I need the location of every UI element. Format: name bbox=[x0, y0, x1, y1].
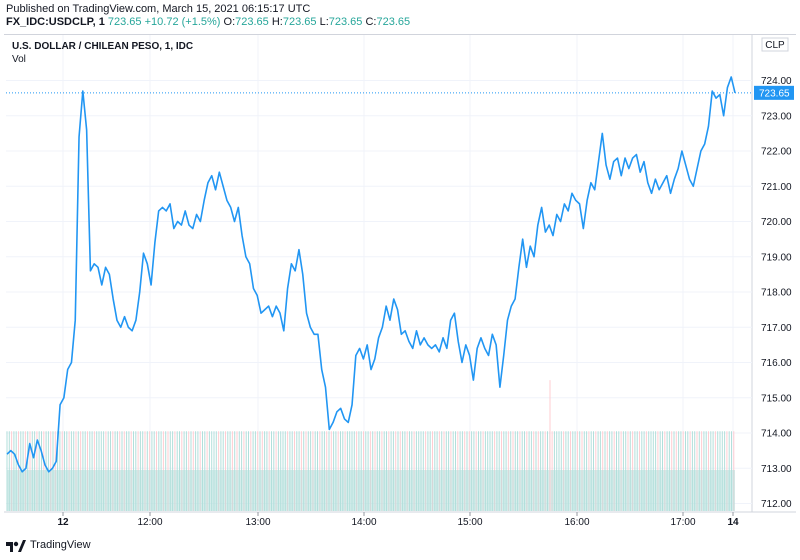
volume-label: Vol bbox=[12, 54, 26, 65]
pane-title: U.S. DOLLAR / CHILEAN PESO, 1, IDC bbox=[12, 41, 194, 52]
y-tick-label: 716.00 bbox=[761, 358, 792, 369]
x-tick-label: 14:00 bbox=[351, 517, 376, 528]
last-price-label: 723.65 bbox=[759, 88, 790, 99]
y-tick-label: 718.00 bbox=[761, 288, 792, 299]
y-tick-label: 715.00 bbox=[761, 393, 792, 404]
y-tick-label: 721.00 bbox=[761, 182, 792, 193]
ohlc-readout: FX_IDC:USDCLP, 1 723.65 +10.72 (+1.5%) O… bbox=[6, 16, 410, 28]
low-value: 723.65 bbox=[328, 16, 363, 28]
currency-label: CLP bbox=[765, 40, 785, 51]
y-tick-label: 720.00 bbox=[761, 217, 792, 228]
currency-box bbox=[761, 37, 789, 52]
price-line bbox=[6, 76, 736, 473]
open-label: O: bbox=[223, 16, 236, 28]
y-tick-label: 723.00 bbox=[761, 111, 792, 122]
chart-frame bbox=[4, 34, 796, 513]
y-tick-label: 724.00 bbox=[761, 76, 792, 87]
tradingview-logo: TradingView bbox=[6, 538, 91, 552]
footer-brand: TradingView bbox=[30, 539, 91, 551]
x-tick-label: 15:00 bbox=[457, 517, 482, 528]
x-tick-label: 12 bbox=[57, 517, 69, 528]
high-value: 723.65 bbox=[282, 16, 317, 28]
price-change: +10.72 (+1.5%) bbox=[144, 16, 221, 28]
y-tick-label: 717.00 bbox=[761, 323, 792, 334]
close-value: 723.65 bbox=[376, 16, 411, 28]
x-tick-label: 13:00 bbox=[245, 517, 270, 528]
y-tick-label: 712.00 bbox=[761, 499, 792, 510]
x-tick-label: 12:00 bbox=[137, 517, 162, 528]
tradingview-icon bbox=[6, 540, 26, 552]
y-tick-label: 713.00 bbox=[761, 464, 792, 475]
x-tick-label: 17:00 bbox=[670, 517, 695, 528]
high-label: H: bbox=[271, 16, 283, 28]
x-tick-label: 16:00 bbox=[564, 517, 589, 528]
y-tick-label: 722.00 bbox=[761, 147, 792, 158]
published-text: Published on TradingView.com, March 15, … bbox=[6, 3, 311, 15]
open-value: 723.65 bbox=[235, 16, 269, 28]
y-tick-label: 714.00 bbox=[761, 429, 792, 440]
last-price-badge bbox=[754, 85, 794, 100]
chart-header: Published on TradingView.com, March 15, … bbox=[0, 0, 800, 30]
volume-band bbox=[7, 470, 735, 511]
y-tick-label: 719.00 bbox=[761, 252, 792, 263]
last-price: 723.65 bbox=[107, 16, 142, 28]
symbol-label: FX_IDC:USDCLP, 1 bbox=[6, 16, 105, 28]
x-tick-label: 14 bbox=[727, 517, 739, 528]
low-label: L: bbox=[319, 16, 329, 28]
close-label: C: bbox=[365, 16, 377, 28]
